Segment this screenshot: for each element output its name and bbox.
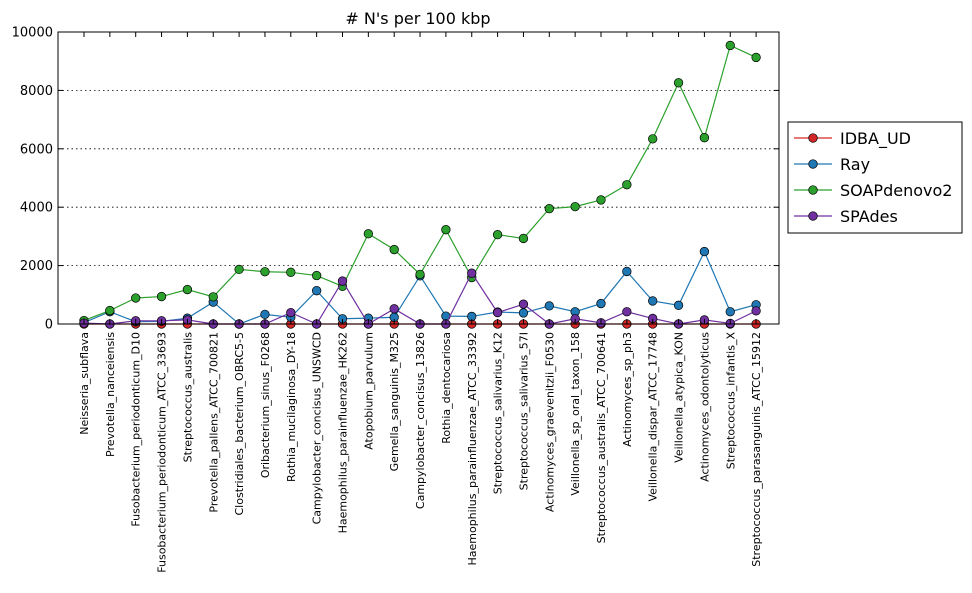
- legend-marker: [808, 159, 818, 169]
- series-Ray: [79, 246, 761, 329]
- x-tick-label: Atopobium_parvulum: [362, 332, 375, 450]
- x-tick-label: Actinomyces_odontolyticus: [698, 332, 711, 482]
- data-point: [699, 246, 710, 257]
- data-point: [260, 309, 270, 320]
- series-layer: [79, 40, 761, 329]
- data-point: [544, 204, 554, 214]
- y-tick-label: 0: [45, 318, 53, 333]
- x-tick-label: Streptococcus_infantis_X: [724, 332, 737, 470]
- data-point: [441, 225, 451, 235]
- data-point: [622, 180, 632, 190]
- data-point: [131, 293, 141, 303]
- x-tick-label: Clostridiales_bacterium_OBRC5-5: [233, 332, 246, 516]
- data-point: [182, 284, 193, 295]
- legend-label: Ray: [840, 155, 870, 174]
- data-point: [751, 52, 761, 63]
- data-point: [286, 267, 296, 277]
- legend-label: SPAdes: [840, 207, 898, 226]
- data-point: [389, 244, 399, 255]
- series-SOAPdenovo2: [79, 40, 761, 326]
- data-point: [415, 269, 425, 280]
- data-point: [570, 201, 580, 212]
- data-point: [596, 195, 606, 205]
- chart-title: # N's per 100 kbp: [345, 9, 490, 28]
- grid-layer: [58, 90, 779, 267]
- y-tick-label: 8000: [20, 84, 53, 99]
- x-tick-label: Gemella_sanguinis_M325: [388, 332, 401, 471]
- x-tick-label: Neisseria_subflava: [78, 332, 91, 435]
- legend-label: IDBA_UD: [840, 129, 911, 149]
- data-point: [156, 291, 167, 302]
- data-point: [492, 307, 503, 318]
- x-tick-label: Streptococcus_australis_ATCC_700641: [595, 332, 608, 543]
- data-point: [518, 233, 529, 244]
- data-point: [518, 299, 529, 309]
- x-tick-label: Rothia_mucilaginosa_DY-18: [285, 332, 298, 482]
- y-tick-label: 6000: [20, 142, 53, 157]
- x-tick-label: Streptococcus_salivarius_K12: [492, 332, 505, 494]
- data-point: [725, 40, 735, 51]
- data-point: [673, 300, 684, 310]
- data-point: [622, 307, 632, 317]
- data-point: [337, 276, 348, 286]
- x-tick-label: Fusobacterium_periodonticum_ATCC_33693: [156, 332, 169, 573]
- data-point: [389, 304, 399, 314]
- data-point: [312, 270, 322, 281]
- legend-marker: [808, 133, 818, 143]
- x-tick-label: Haemophilus_parainfluenzae_HK262: [337, 332, 350, 533]
- x-tick-label: Veillonella_sp_oral_taxon_158: [569, 332, 582, 496]
- data-point: [260, 267, 270, 277]
- x-tick-label: Actinomyces_sp_ph3: [621, 332, 634, 447]
- x-tick-label: Streptococcus_salivarius_57I: [517, 332, 530, 490]
- legend-entry: IDBA_UD: [794, 129, 911, 149]
- data-point: [105, 305, 115, 316]
- data-point: [363, 229, 374, 239]
- x-tick-label: Veillonella_dispar_ATCC_17748: [647, 332, 660, 502]
- x-tick-label: Fusobacterium_periodonticum_D10: [130, 332, 143, 527]
- data-point: [699, 133, 710, 143]
- x-tick-label: Prevotella_nanceiensis: [104, 332, 117, 457]
- x-tick-label: Streptococcus_australis: [181, 332, 194, 463]
- data-point: [312, 286, 322, 296]
- data-point: [492, 229, 503, 240]
- legend-entry: SPAdes: [794, 207, 898, 226]
- y-tick-label: 4000: [20, 201, 53, 216]
- y-axis: 0 2000 4000 6000 8000 10000: [12, 26, 779, 333]
- y-tick-label: 10000: [12, 26, 53, 41]
- data-point: [467, 268, 477, 278]
- x-tick-label: Campylobacter_concisus_UNSWCD: [311, 332, 324, 524]
- data-point: [234, 264, 244, 275]
- data-point: [544, 301, 554, 311]
- x-tick-label: Veillonella_atypica_KON: [673, 332, 686, 463]
- data-point: [596, 298, 606, 309]
- x-tick-label: Haemophilus_parainfluenzae_ATCC_33392: [466, 332, 479, 566]
- data-point: [751, 306, 761, 316]
- data-point: [208, 292, 218, 302]
- data-point: [648, 296, 658, 306]
- x-tick-label: Streptococcus_parasanguinis_ATCC_15912: [750, 332, 763, 567]
- legend-marker: [808, 211, 818, 221]
- legend-entry: Ray: [794, 155, 870, 174]
- x-tick-label: Oribacterium_sinus_F0268: [259, 332, 272, 478]
- data-point: [673, 78, 684, 88]
- legend: IDBA_UD Ray SOAPdenovo2 SPAdes: [787, 121, 963, 234]
- data-point: [622, 266, 632, 277]
- data-point: [725, 307, 735, 317]
- x-axis: Neisseria_subflava Prevotella_nanceiensis…: [78, 32, 763, 573]
- plot-area-frame: [57, 31, 780, 325]
- data-point: [518, 308, 529, 318]
- x-tick-label: Campylobacter_concisus_13826: [414, 332, 427, 509]
- legend-label: SOAPdenovo2: [840, 181, 952, 200]
- y-tick-label: 2000: [20, 259, 53, 274]
- x-tick-label: Actinomyces_graevenitzii_F0530: [543, 332, 556, 512]
- legend-entry: SOAPdenovo2: [794, 181, 952, 200]
- data-point: [286, 307, 296, 318]
- legend-marker: [808, 185, 818, 195]
- data-point: [648, 134, 658, 144]
- x-tick-label: Prevotella_pallens_ATCC_700821: [207, 332, 220, 513]
- x-tick-label: Rothia_dentocariosa: [440, 332, 453, 444]
